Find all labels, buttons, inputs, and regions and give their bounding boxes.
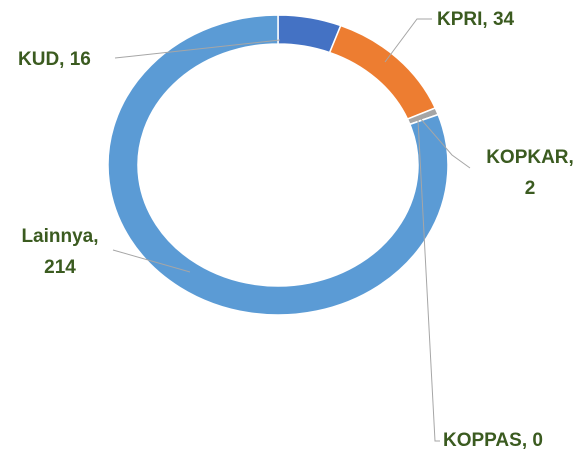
data-label-line: 2 (525, 178, 536, 199)
donut-segment (328, 24, 437, 120)
data-label-line: Lainnya, (21, 226, 98, 247)
data-label: KOPKAR, 2 (486, 147, 574, 199)
leader-line (417, 119, 440, 442)
leader-line (112, 249, 191, 273)
data-label: KOPPAS, 0 (443, 430, 543, 451)
data-label: KUD, 16 (18, 49, 91, 70)
data-label-line: KOPKAR, (486, 147, 574, 168)
leader-line (384, 18, 432, 63)
donut-segment (107, 14, 449, 316)
data-label: KPRI, 34 (437, 9, 515, 30)
leader-line (419, 117, 471, 169)
leader-line (114, 39, 281, 59)
data-label: Lainnya, 214 (21, 226, 98, 278)
data-label-line: 214 (44, 257, 76, 278)
